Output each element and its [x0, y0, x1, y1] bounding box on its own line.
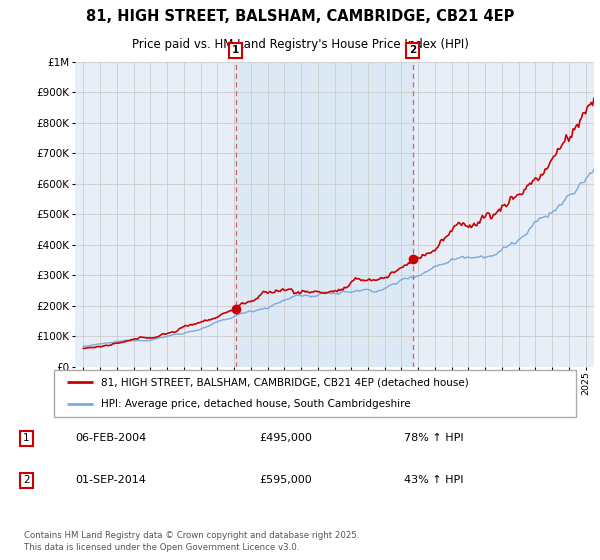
- Text: £495,000: £495,000: [260, 433, 313, 444]
- Text: £595,000: £595,000: [260, 475, 313, 486]
- Text: 43% ↑ HPI: 43% ↑ HPI: [404, 475, 463, 486]
- Text: Contains HM Land Registry data © Crown copyright and database right 2025.
This d: Contains HM Land Registry data © Crown c…: [24, 531, 359, 552]
- Text: 06-FEB-2004: 06-FEB-2004: [76, 433, 146, 444]
- Text: 2: 2: [409, 45, 416, 55]
- Text: 1: 1: [23, 433, 30, 444]
- Text: 1: 1: [232, 45, 239, 55]
- FancyBboxPatch shape: [54, 370, 576, 417]
- Text: 81, HIGH STREET, BALSHAM, CAMBRIDGE, CB21 4EP: 81, HIGH STREET, BALSHAM, CAMBRIDGE, CB2…: [86, 9, 514, 24]
- Text: 01-SEP-2014: 01-SEP-2014: [76, 475, 146, 486]
- Bar: [236, 62, 413, 367]
- Text: Price paid vs. HM Land Registry's House Price Index (HPI): Price paid vs. HM Land Registry's House …: [131, 38, 469, 51]
- Text: 2: 2: [23, 475, 30, 486]
- Text: HPI: Average price, detached house, South Cambridgeshire: HPI: Average price, detached house, Sout…: [101, 399, 410, 409]
- Text: 78% ↑ HPI: 78% ↑ HPI: [404, 433, 463, 444]
- Text: 81, HIGH STREET, BALSHAM, CAMBRIDGE, CB21 4EP (detached house): 81, HIGH STREET, BALSHAM, CAMBRIDGE, CB2…: [101, 377, 469, 388]
